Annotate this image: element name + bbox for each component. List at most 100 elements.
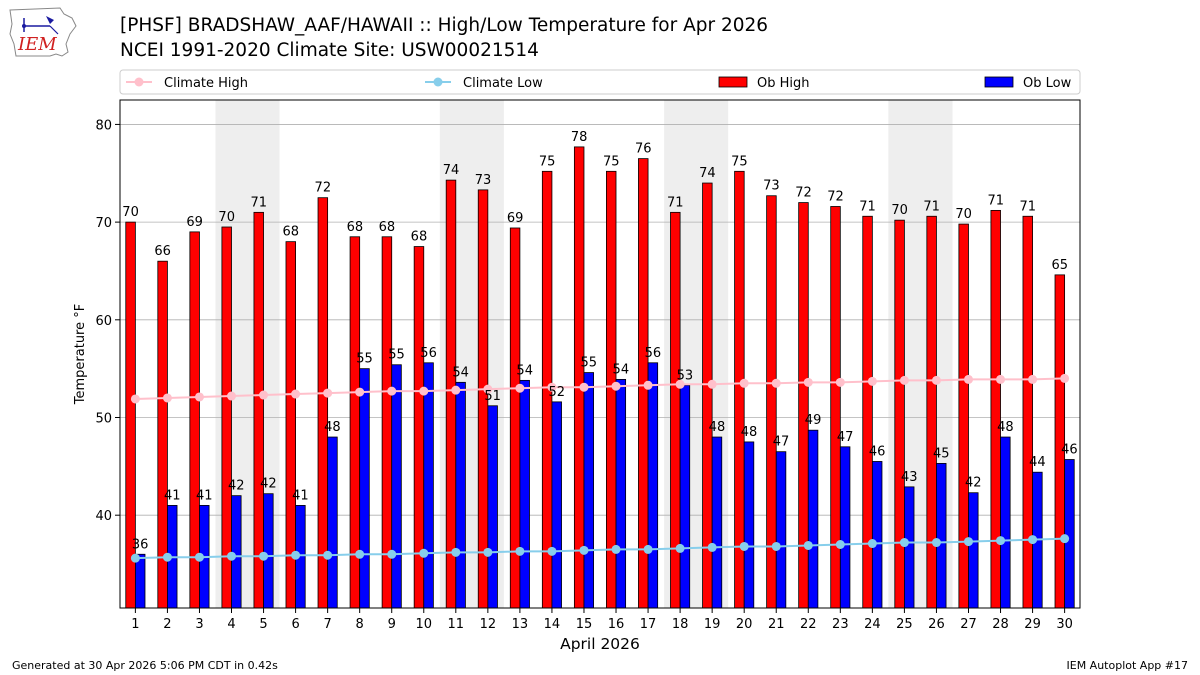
- bar-value-label: 73: [763, 179, 780, 194]
- x-tick-label: 1: [131, 617, 139, 632]
- climate-high-point: [451, 385, 461, 395]
- climate-low-point: [483, 547, 493, 557]
- climate-high-point: [227, 391, 237, 401]
- bar-value-label: 54: [613, 362, 630, 377]
- bar-value-label: 71: [923, 199, 940, 214]
- climate-high-point: [483, 384, 493, 394]
- bar-value-label: 53: [677, 368, 694, 383]
- climate-low-point: [259, 551, 269, 561]
- climate-high-point: [739, 378, 749, 388]
- ob-low-bar: [968, 492, 979, 609]
- legend-label: Ob Low: [1023, 76, 1072, 91]
- climate-high-point: [931, 375, 941, 385]
- legend-marker: [134, 77, 144, 87]
- bar-value-label: 48: [997, 420, 1014, 435]
- climate-low-point: [931, 538, 941, 548]
- ob-low-bar: [615, 378, 627, 609]
- bar-value-label: 46: [869, 444, 886, 459]
- ob-high-bar: [862, 215, 873, 609]
- ob-low-bar: [679, 384, 691, 609]
- climate-low-point: [227, 551, 237, 561]
- logo-text: IEM: [17, 34, 57, 55]
- ob-low-bar: [775, 451, 787, 609]
- bar-value-label: 76: [635, 142, 652, 157]
- ob-high-bar: [253, 211, 264, 609]
- bar-value-label: 71: [1019, 199, 1036, 214]
- x-tick-label: 26: [928, 617, 945, 632]
- x-tick-label: 13: [512, 617, 529, 632]
- ob-high-bar: [894, 219, 905, 609]
- climate-low-point: [643, 544, 653, 554]
- ob-high-bar: [221, 226, 232, 609]
- bar-value-label: 75: [731, 154, 748, 169]
- bar-value-label: 74: [443, 163, 460, 178]
- climate-low-point: [771, 541, 781, 551]
- grid-lines: [120, 124, 1080, 516]
- ob-low-bar: [359, 368, 370, 609]
- bar-value-label: 73: [475, 173, 492, 188]
- ob-low-bar: [743, 441, 755, 609]
- climate-high-point: [1060, 373, 1070, 383]
- x-tick-label: 27: [960, 617, 977, 632]
- bar-value-label: 68: [411, 230, 428, 245]
- x-tick-label: 22: [800, 617, 817, 632]
- climate-low-point: [739, 541, 749, 551]
- climate-low-point: [515, 546, 525, 556]
- bar-value-label: 71: [859, 199, 876, 214]
- ob-low-bar: [1064, 459, 1075, 609]
- climate-high-point: [835, 377, 845, 387]
- bar-value-label: 65: [1052, 258, 1069, 273]
- bar-value-label: 72: [795, 186, 812, 201]
- bar-value-label: 68: [283, 225, 300, 240]
- climate-high-point: [387, 386, 397, 396]
- bar-value-label: 75: [603, 154, 620, 169]
- x-tick-label: 17: [640, 617, 657, 632]
- climate-low-point: [323, 550, 333, 560]
- climate-high-point: [515, 383, 525, 393]
- bar-value-label: 71: [987, 193, 1004, 208]
- ob-low-bar: [936, 463, 947, 609]
- climate-low-point: [1060, 534, 1070, 544]
- bar-value-label: 72: [315, 181, 332, 196]
- legend-bar-swatch: [718, 76, 748, 88]
- ob-low-bar: [583, 372, 594, 609]
- bar-value-label: 56: [645, 346, 662, 361]
- ob-low-bar: [1000, 436, 1011, 609]
- y-axis-title: Temperature °F: [73, 304, 88, 405]
- bar-value-label: 43: [901, 470, 918, 485]
- climate-low-point: [867, 539, 877, 549]
- climate-high-point: [547, 382, 557, 392]
- bar-value-label: 72: [827, 189, 844, 204]
- x-tick-label: 11: [448, 617, 465, 632]
- x-tick-label: 10: [415, 617, 432, 632]
- ob-high-bar: [189, 231, 200, 609]
- climate-high-point: [771, 378, 781, 388]
- climate-high-point: [899, 375, 909, 385]
- bar-value-label: 68: [379, 220, 396, 235]
- climate-low-point: [387, 549, 397, 559]
- bar-value-label: 46: [1061, 443, 1078, 458]
- climate-low-point: [996, 536, 1006, 546]
- bar-value-label: 41: [196, 488, 213, 503]
- climate-low-point: [963, 537, 973, 547]
- y-tick-label: 60: [95, 314, 112, 329]
- bar-value-label: 68: [347, 220, 364, 235]
- ob-low-bar: [904, 486, 915, 609]
- ob-high-bar: [958, 223, 969, 609]
- climate-high-point: [1028, 374, 1038, 384]
- x-tick-label: 14: [544, 617, 561, 632]
- climate-high-point: [963, 374, 973, 384]
- bar-value-label: 78: [571, 130, 588, 145]
- climate-high-line: [135, 377, 1065, 400]
- bars: [125, 146, 1075, 609]
- bar-value-label: 71: [667, 195, 684, 210]
- ob-low-bar: [519, 379, 530, 609]
- y-tick-label: 80: [95, 118, 112, 133]
- y-tick-label: 50: [95, 412, 112, 427]
- x-tick-label: 19: [704, 617, 721, 632]
- climate-high-point: [130, 394, 140, 404]
- ob-low-bar: [551, 401, 562, 609]
- ob-low-bar: [807, 429, 819, 609]
- bar-value-label: 49: [805, 413, 822, 428]
